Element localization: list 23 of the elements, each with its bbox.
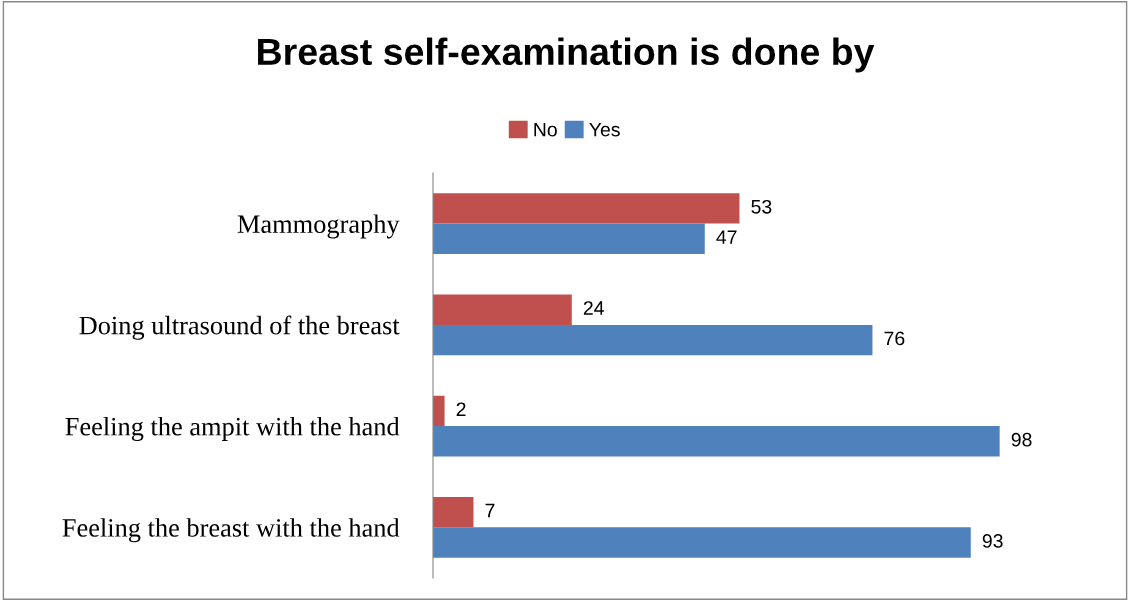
legend-label: Yes <box>589 122 620 137</box>
data-label: 47 <box>716 230 737 244</box>
data-label: 53 <box>751 199 772 214</box>
bar <box>433 527 971 558</box>
bar <box>433 497 474 528</box>
data-label: 7 <box>485 503 495 518</box>
y-tick-label: Doing ultrasound of the breast <box>79 315 400 340</box>
bar <box>433 193 740 224</box>
data-label: 24 <box>583 301 604 315</box>
bar <box>433 395 445 427</box>
bar <box>433 294 572 325</box>
bar <box>433 223 705 254</box>
y-tick-label: Feeling the breast with the hand <box>62 518 400 543</box>
data-label: 2 <box>456 402 466 416</box>
legend-label: No <box>534 122 557 137</box>
y-tick-label: Mammography <box>237 214 400 239</box>
bar <box>433 324 873 356</box>
data-label: 93 <box>982 534 1003 548</box>
bar <box>433 426 1000 457</box>
data-label: 98 <box>1011 432 1032 447</box>
y-tick-label: Feeling the ampit with the hand <box>65 416 400 441</box>
chart-title: Breast self-examination is done by <box>258 37 875 73</box>
data-label: 76 <box>884 331 905 346</box>
